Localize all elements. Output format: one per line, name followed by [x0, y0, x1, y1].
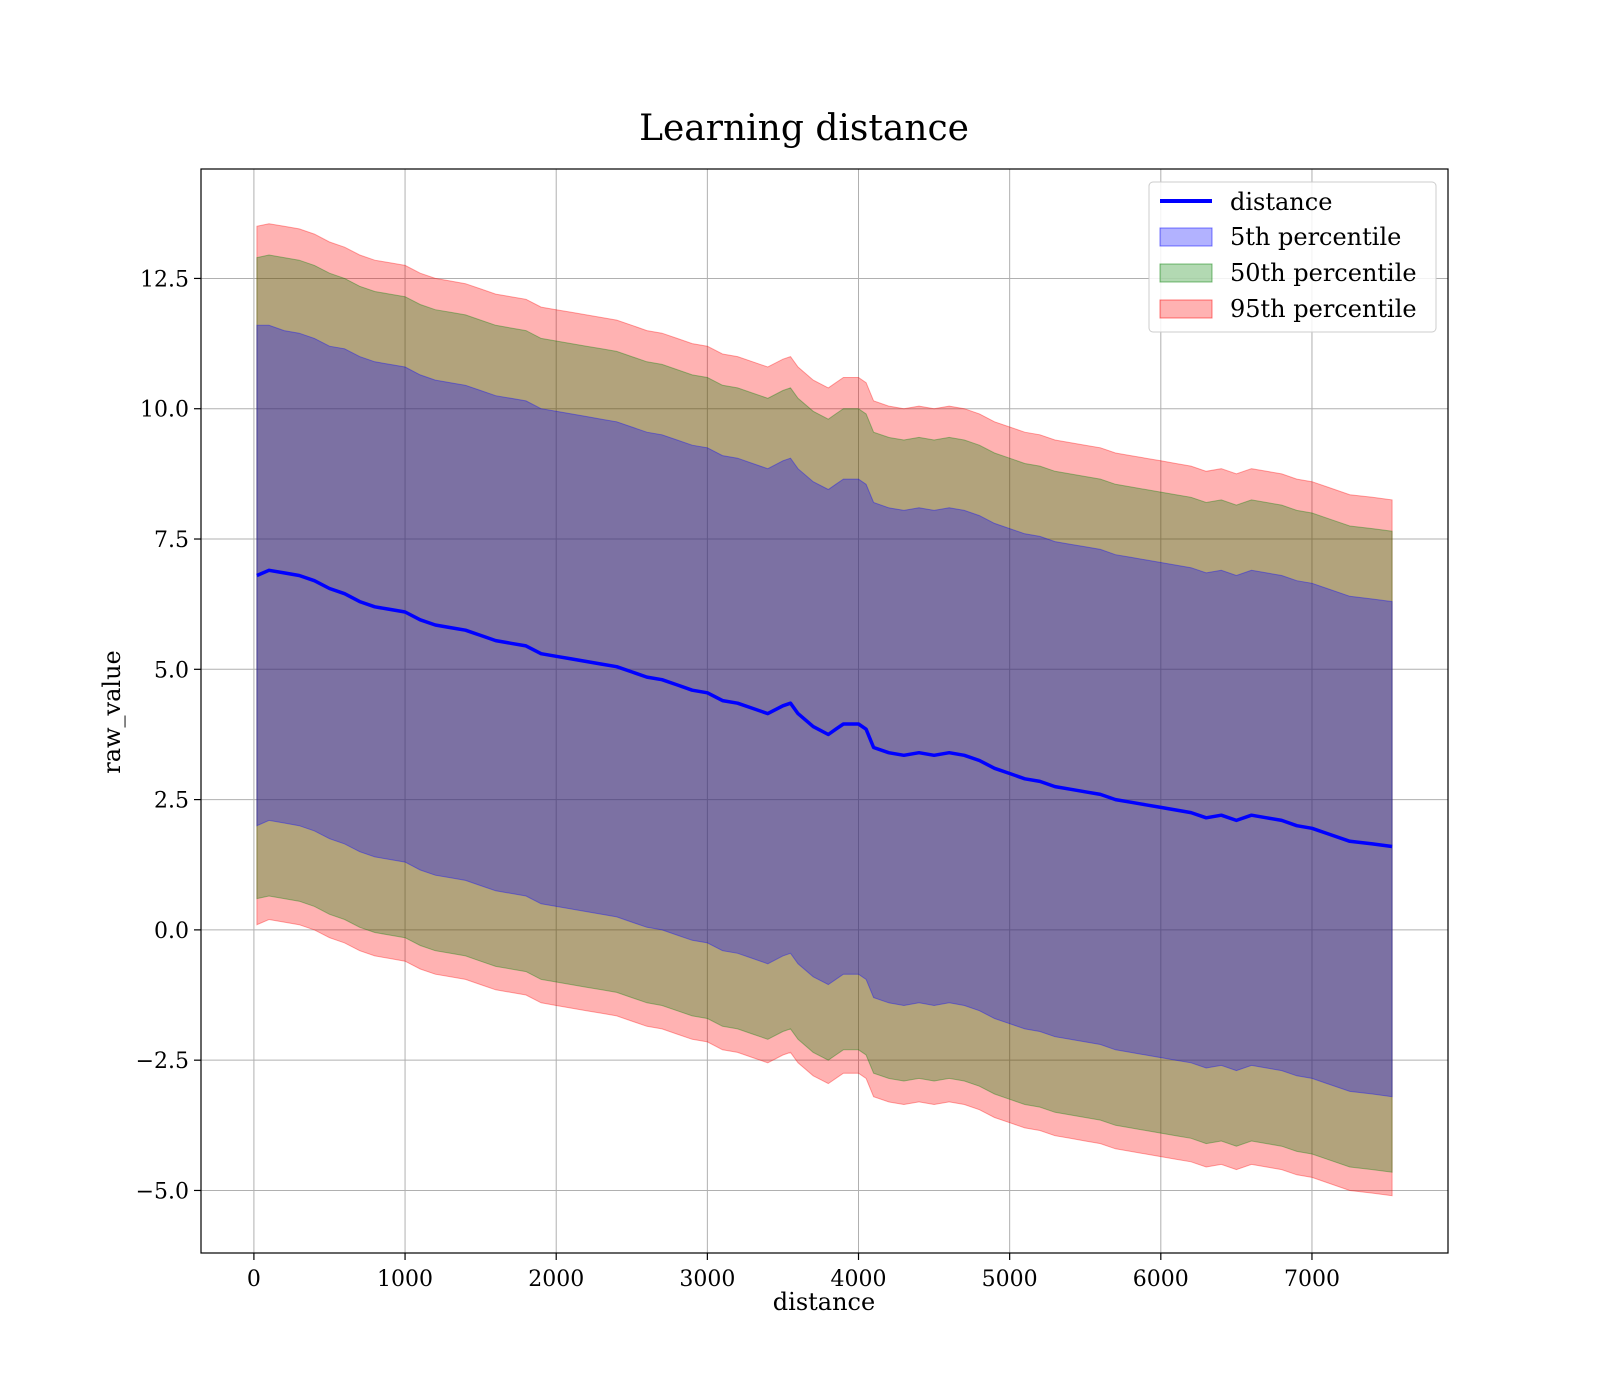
plot-frame	[200, 168, 1449, 1254]
legend-patch-50th-percentile	[1159, 263, 1213, 283]
y-tick-label: 2.5	[154, 789, 189, 814]
band-95th-percentile	[256, 223, 1393, 1197]
legend: distance 5th percentile 50th percentile …	[1148, 181, 1437, 333]
x-tick-label: 3000	[679, 1267, 735, 1292]
y-tick-label: 10.0	[140, 398, 189, 423]
x-tick-label: 6000	[1133, 1267, 1189, 1292]
band-5th-percentile	[256, 324, 1393, 1098]
y-axis-label: raw_value	[98, 650, 126, 774]
legend-patch-5th-percentile	[1159, 227, 1213, 247]
y-tick-label: −5.0	[136, 1179, 189, 1204]
x-tick-label: 2000	[528, 1267, 584, 1292]
grid	[201, 169, 1448, 1253]
legend-patch-95th-percentile	[1159, 299, 1213, 319]
band-50th-percentile	[256, 254, 1393, 1173]
x-tick-label: 4000	[831, 1267, 887, 1292]
y-tick-label: 0.0	[154, 919, 189, 944]
series-line-distance	[256, 568, 1393, 849]
x-tick-label: 5000	[982, 1267, 1038, 1292]
x-tick-label: 7000	[1284, 1267, 1340, 1292]
legend-label-50th-percentile: 50th percentile	[1230, 259, 1417, 287]
x-tick-label: 1000	[377, 1267, 433, 1292]
y-tick-label: 5.0	[154, 658, 189, 683]
chart-title: Learning distance	[639, 108, 969, 149]
y-tick-label: 12.5	[140, 267, 189, 292]
x-tick-label: 0	[247, 1267, 261, 1292]
axis-ticks: 0 1000 2000 3000 4000 5000 6000 7000 −5.0 −2.5 0.0…	[136, 267, 1340, 1292]
series-lines	[256, 568, 1393, 849]
y-tick-label: 7.5	[154, 528, 189, 553]
legend-label-5th-percentile: 5th percentile	[1230, 223, 1401, 251]
legend-label-95th-percentile: 95th percentile	[1230, 295, 1417, 323]
y-tick-label: −2.5	[136, 1049, 189, 1074]
legend-label-distance: distance	[1230, 188, 1332, 216]
percentile-bands	[256, 223, 1393, 1197]
x-axis-label: distance	[773, 1288, 875, 1316]
legend-box	[1148, 181, 1437, 333]
